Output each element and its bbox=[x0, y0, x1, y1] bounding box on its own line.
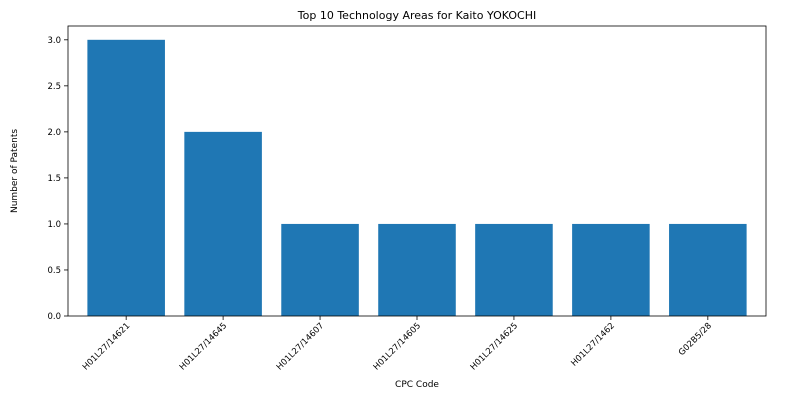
y-tick-label: 1.5 bbox=[47, 174, 61, 184]
bar-H01L27/14607 bbox=[281, 224, 359, 316]
x-tick-label: H01L27/14645 bbox=[178, 321, 229, 372]
bars-group bbox=[87, 40, 746, 316]
x-axis: H01L27/14621 H01L27/14645 H01L27/14607 H01L… bbox=[81, 316, 714, 372]
y-tick-label: 2.5 bbox=[47, 82, 61, 92]
x-tick-label: H01L27/1462 bbox=[569, 321, 617, 369]
x-axis-label: CPC Code bbox=[395, 380, 439, 390]
y-tick-label: 0.5 bbox=[47, 266, 61, 276]
x-tick-label: H01L27/14621 bbox=[81, 321, 132, 372]
y-axis-label: Number of Patents bbox=[10, 129, 20, 213]
bar-G02B5/28 bbox=[669, 224, 747, 316]
x-tick-label: H01L27/14625 bbox=[469, 321, 520, 372]
bar-H01L27/1462 bbox=[572, 224, 650, 316]
y-tick-label: 3.0 bbox=[47, 36, 61, 46]
y-tick-label: 1.0 bbox=[47, 220, 61, 230]
y-axis: 0.0 0.5 1.0 1.5 2.0 2.5 3.0 bbox=[47, 36, 68, 322]
x-tick-label: H01L27/14607 bbox=[275, 321, 326, 372]
x-tick-label: G02B5/28 bbox=[677, 321, 714, 358]
y-tick-label: 0.0 bbox=[47, 312, 61, 322]
bar-H01L27/14625 bbox=[475, 224, 553, 316]
x-tick-label: H01L27/14605 bbox=[372, 321, 423, 372]
bar-H01L27/14605 bbox=[378, 224, 456, 316]
bar-H01L27/14621 bbox=[87, 40, 165, 316]
chart-title: Top 10 Technology Areas for Kaito YOKOCH… bbox=[297, 9, 536, 22]
y-tick-label: 2.0 bbox=[47, 128, 61, 138]
bar-H01L27/14645 bbox=[184, 132, 262, 316]
